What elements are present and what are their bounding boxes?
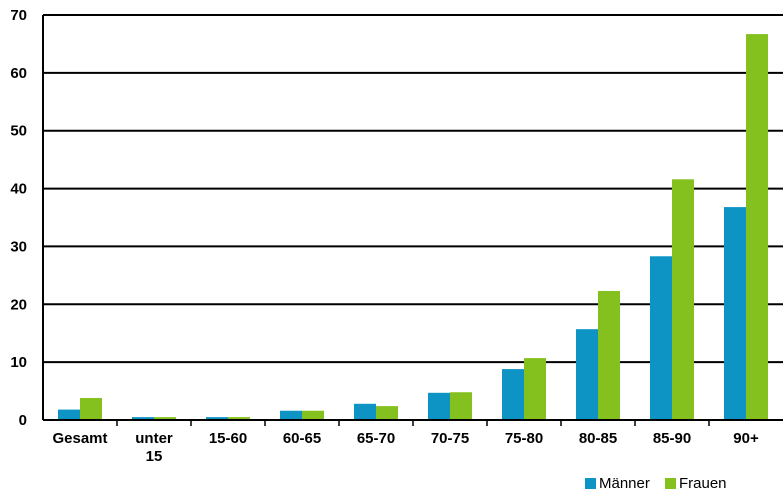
bar-maenner	[502, 369, 524, 420]
bar-frauen	[672, 179, 694, 420]
bar-frauen	[154, 417, 176, 420]
x-tick-label: 15-60	[209, 430, 247, 447]
y-tick-label: 30	[10, 238, 27, 255]
x-tick-label: 65-70	[357, 430, 395, 447]
bar-frauen	[746, 34, 768, 420]
bar-frauen	[302, 410, 324, 420]
bar-frauen	[598, 290, 620, 420]
x-tick-label: 60-65	[283, 430, 321, 447]
x-tick-label: unter 15	[135, 430, 173, 465]
bar-maenner	[280, 410, 302, 420]
bars	[58, 34, 768, 420]
legend-label: Frauen	[679, 475, 727, 492]
legend-swatch	[665, 478, 676, 489]
bar-maenner	[650, 256, 672, 420]
x-tick-label: 85-90	[653, 430, 691, 447]
bar-maenner	[724, 207, 746, 420]
bar-maenner	[206, 417, 228, 420]
y-tick-label: 50	[10, 123, 27, 140]
y-tick-label: 10	[10, 354, 27, 371]
bar-maenner	[58, 409, 80, 420]
legend-label: Männer	[599, 475, 650, 492]
bar-maenner	[428, 392, 450, 420]
y-tick-label: 70	[10, 7, 27, 24]
x-tick-label: 90+	[733, 430, 759, 447]
bar-frauen	[524, 358, 546, 420]
legend: Männer Frauen	[585, 475, 727, 492]
x-tick-labels: Gesamt unter 15 15-60 60-65 65-70 70-75 75-80 80…	[52, 430, 758, 465]
legend-swatch	[585, 478, 596, 489]
axes	[42, 15, 783, 426]
x-tick-label: 80-85	[579, 430, 617, 447]
bar-maenner	[354, 403, 376, 420]
y-tick-label: 40	[10, 181, 27, 198]
bar-maenner	[576, 329, 598, 420]
y-tick-label: 60	[10, 65, 27, 82]
bar-frauen	[450, 392, 472, 420]
x-tick-label: 75-80	[505, 430, 543, 447]
x-tick-label: 70-75	[431, 430, 469, 447]
y-tick-label: 20	[10, 296, 27, 313]
bar-frauen	[228, 417, 250, 420]
gridlines	[43, 14, 783, 364]
bar-frauen	[376, 406, 398, 420]
y-tick-labels: 0 10 20 30 40 50 60 70	[10, 7, 27, 429]
y-tick-label: 0	[19, 412, 27, 429]
x-tick-label: Gesamt	[52, 430, 107, 447]
bar-frauen	[80, 398, 102, 420]
bar-maenner	[132, 417, 154, 420]
